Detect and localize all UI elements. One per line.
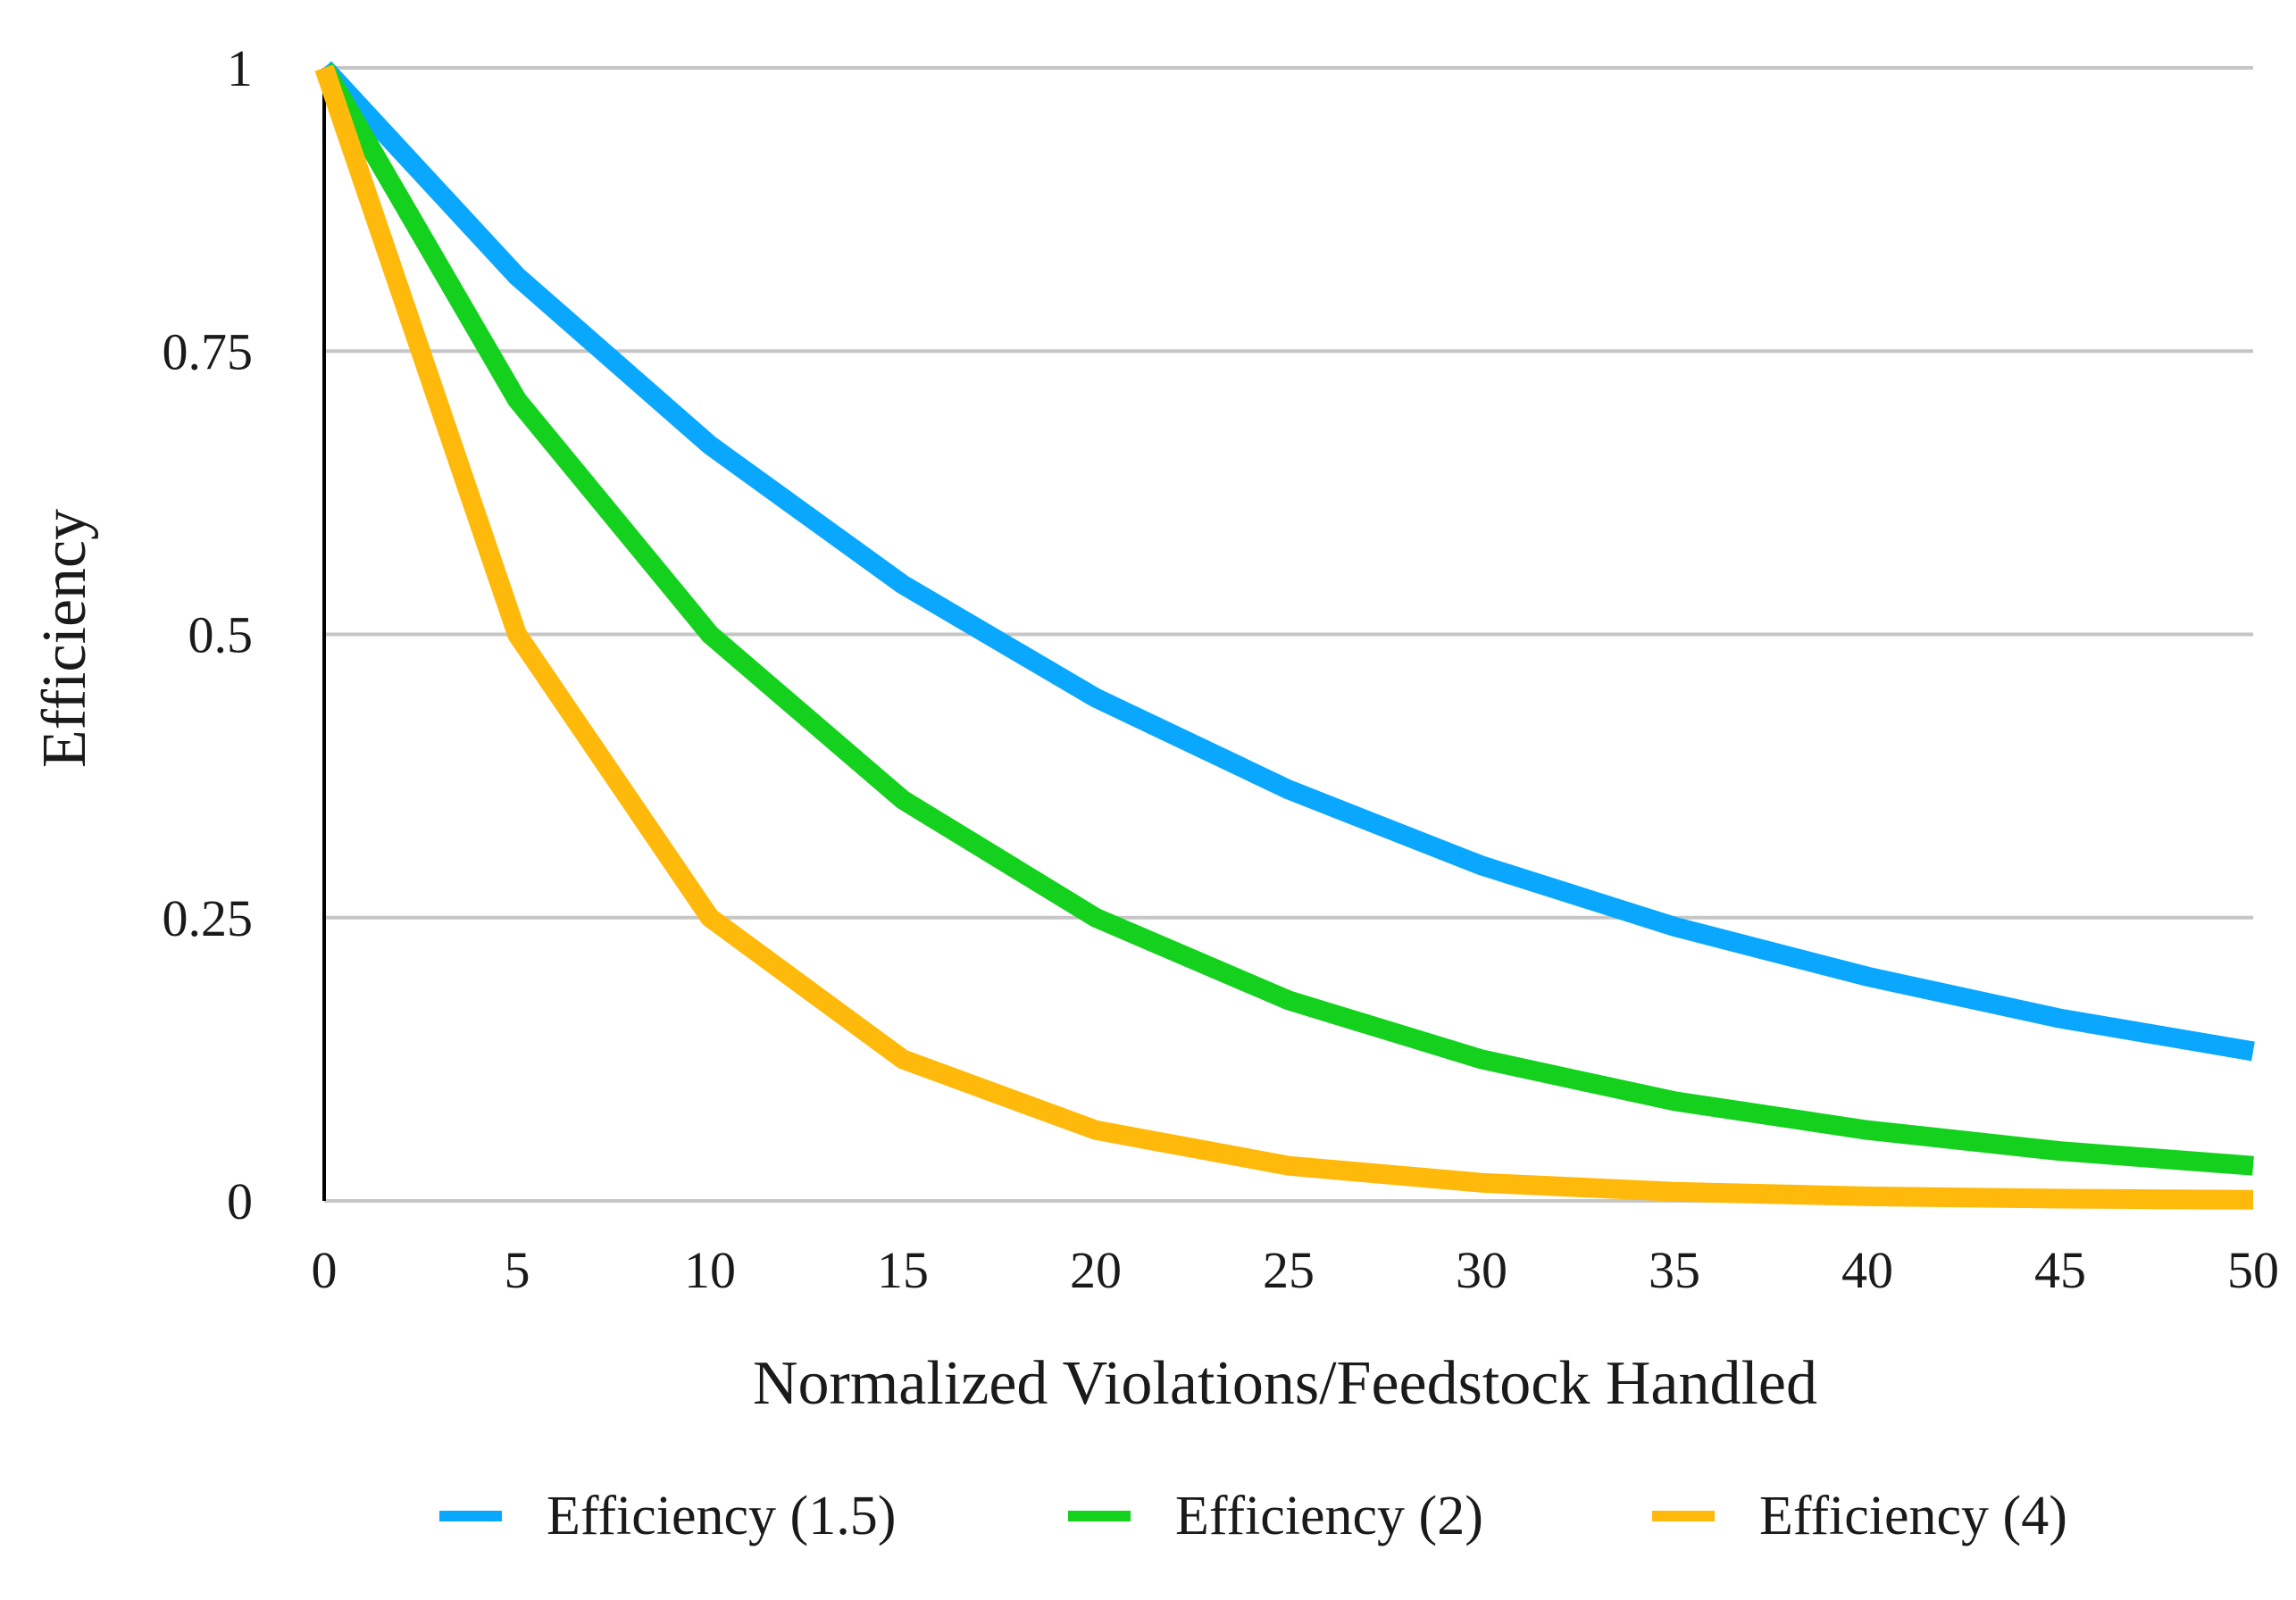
y-tick-label: 0.5 <box>188 606 254 664</box>
legend-label-2: Efficiency (2) <box>1175 1486 1483 1546</box>
x-tick-label: 25 <box>1263 1241 1315 1299</box>
y-tick-label: 1 <box>227 39 253 97</box>
y-tick-label: 0.75 <box>163 322 254 380</box>
series-line-1 <box>316 61 2255 1062</box>
series-lines <box>314 61 2255 1210</box>
x-tick-label: 15 <box>877 1241 929 1299</box>
y-tick-label: 0.25 <box>163 889 254 947</box>
x-tick-label: 30 <box>1456 1241 1507 1299</box>
gridlines <box>324 66 2253 1203</box>
legend: Efficiency (1.5) Efficiency (2) Efficiency… <box>439 1486 2067 1546</box>
y-tick-label: 0 <box>227 1172 253 1230</box>
x-tick-labels: 0 5 10 15 20 25 30 35 40 45 50 <box>312 1241 2280 1299</box>
series-line-3 <box>314 64 2254 1210</box>
y-tick-labels: 0 0.25 0.5 0.75 1 <box>163 39 254 1230</box>
legend-label-3: Efficiency (4) <box>1759 1486 2067 1546</box>
x-tick-label: 0 <box>312 1241 338 1299</box>
x-axis-title: Normalized Violations/Feedstock Handled <box>753 1349 1817 1418</box>
legend-label-1: Efficiency (1.5) <box>547 1486 896 1546</box>
y-axis-title: Efficiency <box>30 509 99 768</box>
x-tick-label: 50 <box>2227 1241 2279 1299</box>
x-tick-label: 20 <box>1070 1241 1122 1299</box>
series-line-2 <box>315 62 2254 1176</box>
x-tick-label: 45 <box>2034 1241 2086 1299</box>
x-tick-label: 5 <box>505 1241 530 1299</box>
x-tick-label: 10 <box>684 1241 736 1299</box>
x-tick-label: 35 <box>1649 1241 1700 1299</box>
x-tick-label: 40 <box>1841 1241 1893 1299</box>
